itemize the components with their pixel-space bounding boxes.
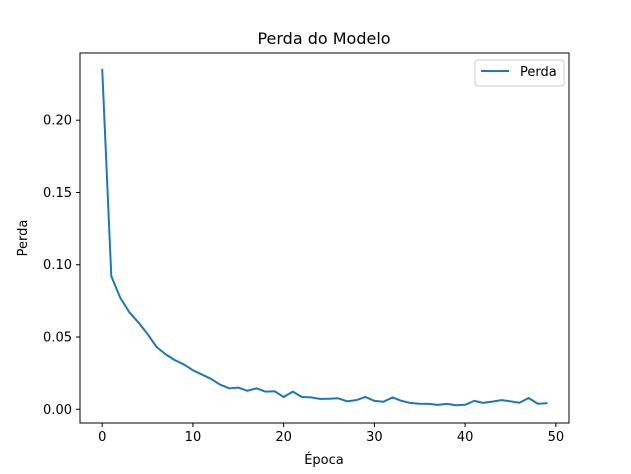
series-line-perda <box>101 68 548 407</box>
legend-label-perda: Perda <box>520 65 557 80</box>
y-axis-label: Perda <box>16 220 31 257</box>
y-tick-label: 0.00 <box>43 403 72 418</box>
x-tick-label: 0 <box>98 430 106 445</box>
x-tick-label: 30 <box>366 430 383 445</box>
series-layer <box>101 68 548 407</box>
x-tick-label: 40 <box>457 430 474 445</box>
y-tick-label: 0.10 <box>43 258 72 273</box>
x-tick-label: 10 <box>185 430 202 445</box>
y-tick-label: 0.05 <box>43 331 72 346</box>
y-tick-label: 0.20 <box>43 114 72 129</box>
x-tick-label: 50 <box>548 430 565 445</box>
ticks-layer: 0 10 20 30 40 50 0.00 0.05 0.10 0.15 0.20 <box>43 114 564 445</box>
chart-title: Perda do Modelo <box>257 29 390 48</box>
x-tick-label: 20 <box>275 430 292 445</box>
legend-box <box>474 59 565 87</box>
x-axis-label: Época <box>304 452 344 468</box>
legend: Perda <box>474 59 565 87</box>
plot-frame <box>79 52 570 424</box>
y-tick-label: 0.15 <box>43 186 72 201</box>
